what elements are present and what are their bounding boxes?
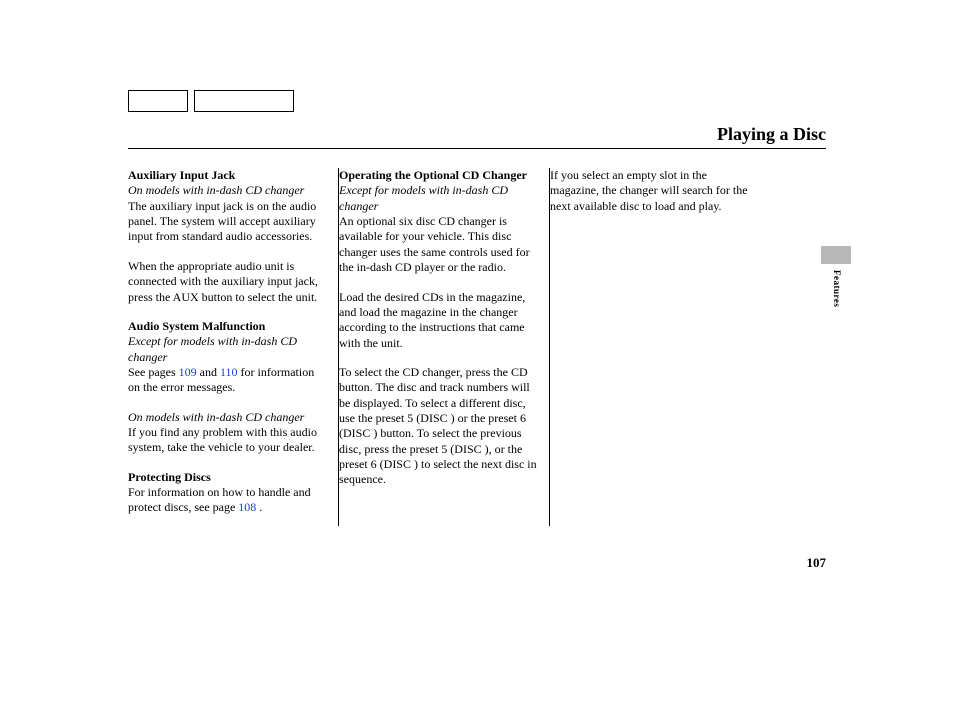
empty-slot-p1: If you select an empty slot in the magaz…	[550, 168, 748, 214]
malfunction-heading: Audio System Malfunction	[128, 319, 326, 334]
malfunction-note2: On models with in-dash CD changer	[128, 410, 326, 425]
section-tab	[821, 246, 851, 264]
protecting-heading: Protecting Discs	[128, 470, 326, 485]
malfunction-p1: See pages 109 and 110 for information on…	[128, 365, 326, 396]
malfunction-note: Except for models with in-dash CD change…	[128, 334, 326, 365]
cd-changer-p2: Load the desired CDs in the magazine, an…	[339, 290, 537, 351]
cd-changer-heading: Operating the Optional CD Changer	[339, 168, 537, 183]
page-link-109[interactable]: 109	[179, 365, 197, 379]
cd-changer-note: Except for models with in-dash CD change…	[339, 183, 537, 214]
aux-jack-note: On models with in-dash CD changer	[128, 183, 326, 198]
page-link-108[interactable]: 108	[238, 500, 256, 514]
aux-jack-heading: Auxiliary Input Jack	[128, 168, 326, 183]
text: For information on how to handle and pro…	[128, 485, 311, 514]
page-number: 107	[807, 555, 827, 571]
page-link-110[interactable]: 110	[220, 365, 238, 379]
malfunction-p2: If you find any problem with this audio …	[128, 425, 326, 456]
section-label: Features	[832, 270, 842, 307]
page-title: Playing a Disc	[717, 124, 826, 145]
text: and	[197, 365, 220, 379]
column-2: Operating the Optional CD Changer Except…	[339, 168, 549, 526]
cd-changer-p1: An optional six disc CD changer is avail…	[339, 214, 537, 275]
title-rule	[128, 148, 826, 149]
nav-box-2[interactable]	[194, 90, 294, 112]
text: See pages	[128, 365, 179, 379]
cd-changer-p3: To select the CD changer, press the CD b…	[339, 365, 537, 488]
nav-box-1[interactable]	[128, 90, 188, 112]
column-1: Auxiliary Input Jack On models with in-d…	[128, 168, 338, 526]
text: .	[256, 500, 262, 514]
column-3: If you select an empty slot in the magaz…	[550, 168, 760, 526]
content-columns: Auxiliary Input Jack On models with in-d…	[128, 168, 760, 526]
aux-jack-p2: When the appropriate audio unit is conne…	[128, 259, 326, 305]
aux-jack-p1: The auxiliary input jack is on the audio…	[128, 199, 326, 245]
protecting-p1: For information on how to handle and pro…	[128, 485, 326, 516]
top-nav-boxes	[128, 90, 294, 112]
